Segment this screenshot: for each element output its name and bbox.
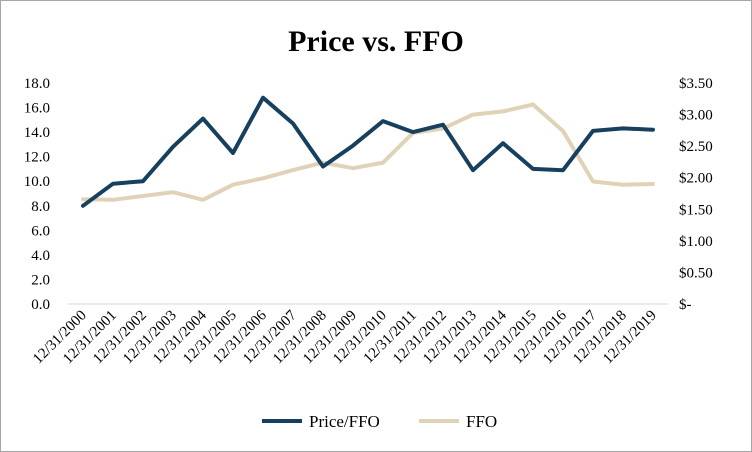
left-y-tick-label: 12.0 [24,150,50,166]
right-y-tick-label: $2.50 [679,139,713,155]
legend: Price/FFO FFO [262,412,497,431]
right-y-tick-label: $2.00 [679,171,713,187]
left-y-tick-label: 6.0 [31,223,50,239]
axes: 0.0 2.0 4.0 6.0 8.0 10.0 12.0 14.0 16.0 18.0 $- $0.… [24,76,713,367]
left-y-tick-label: 8.0 [31,199,50,215]
right-y-tick-label: $- [679,297,692,313]
left-y-tick-label: 4.0 [31,248,50,264]
right-y-tick-label: $3.00 [679,108,713,124]
series-line-price-ffo [81,95,655,208]
left-y-tick-label: 16.0 [24,101,50,117]
legend-label-price-ffo: Price/FFO [309,412,380,431]
right-y-tick-label: $1.00 [679,234,713,250]
series-layer [81,95,655,208]
left-y-tick-label: 2.0 [31,272,50,288]
left-y-tick-label: 18.0 [24,76,50,92]
series-line-ffo [81,102,655,202]
right-y-tick-label: $1.50 [679,202,713,218]
left-y-tick-label: 14.0 [24,125,50,141]
left-y-tick-label: 0.0 [31,297,50,313]
right-y-tick-label: $3.50 [679,76,713,92]
chart-title: Price vs. FFO [288,25,464,58]
legend-label-ffo: FFO [466,412,497,431]
left-y-tick-label: 10.0 [24,174,50,190]
right-y-tick-label: $0.50 [679,265,713,281]
